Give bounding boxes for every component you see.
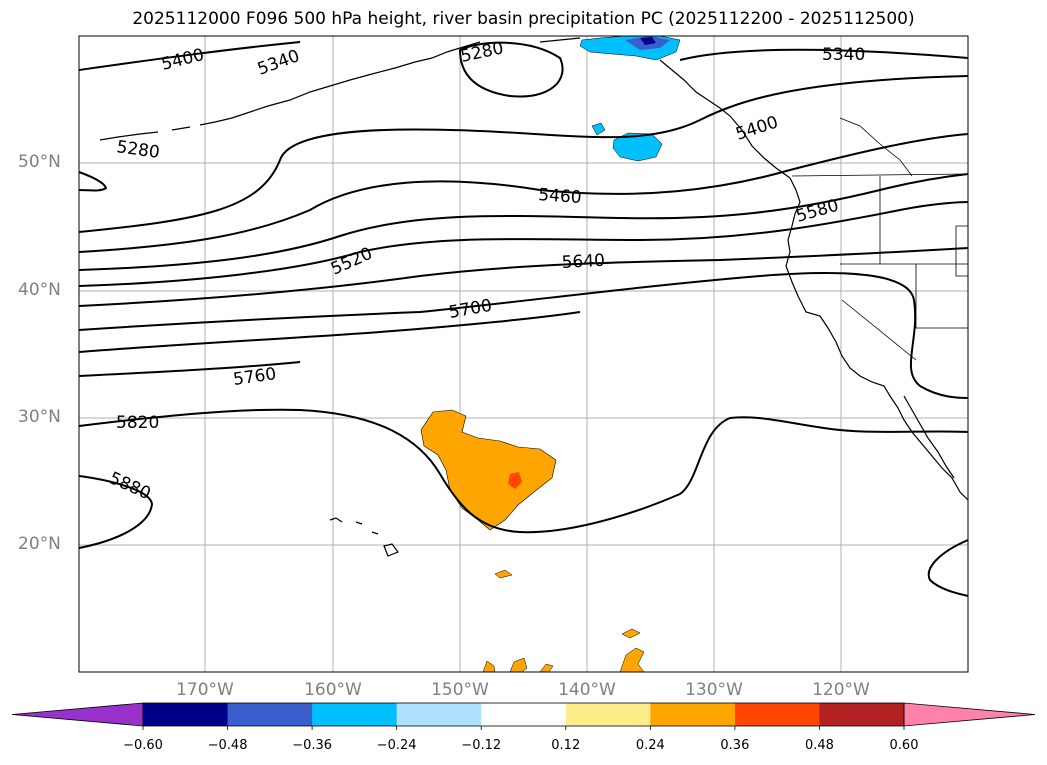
figure-title: 2025112000 F096 500 hPa height, river ba… [132, 9, 915, 29]
contour-5400-cross [78, 75, 969, 233]
lon-label-140w: 140°W [558, 680, 616, 700]
contour-label: 5280 [115, 137, 161, 163]
contour-5400-west [78, 41, 301, 71]
contour-label: 5340 [255, 46, 302, 80]
contour-label: 5460 [538, 185, 583, 208]
lat-label-50n: 50°N [18, 152, 61, 172]
north-america-west-coast [785, 177, 969, 501]
contour-5580 [78, 173, 969, 271]
colorbar-cell [481, 703, 567, 726]
contour-labels: 5400 5340 5280 5340 5400 5280 5460 5580 … [106, 38, 865, 504]
colorbar-tick-label: −0.24 [376, 738, 417, 753]
contour-5760-b [78, 361, 301, 377]
colorbar-cell [396, 703, 482, 726]
alaska-panhandle-coast [659, 59, 791, 179]
contour-5280-west [78, 171, 108, 192]
colorbar-cell [312, 703, 398, 726]
contour-5760 [78, 311, 581, 353]
map-frame [78, 35, 969, 673]
coastlines [99, 37, 969, 557]
colorbar-cell [143, 703, 229, 726]
colorbar-cell [734, 703, 820, 726]
contour-label: 5700 [447, 296, 493, 323]
precip-negative-island [591, 122, 606, 136]
colorbar-cell [227, 703, 313, 726]
colorbar-tick-label: −0.60 [123, 738, 163, 753]
graticule [79, 36, 968, 672]
hawaii-islands [329, 517, 399, 557]
contour-5880 [78, 475, 154, 549]
lon-label-120w: 120°W [812, 680, 870, 700]
contour-label: 5760 [232, 364, 278, 390]
contour-5700 [78, 272, 969, 399]
lat-label-40n: 40°N [18, 280, 61, 300]
political-borders [791, 117, 969, 361]
colorbar-tick-label: 0.36 [720, 738, 750, 753]
contour-label: 5400 [159, 45, 206, 75]
precip-south-4 [482, 660, 496, 673]
contour-label: 5340 [822, 45, 865, 65]
lon-label-170w: 170°W [176, 680, 234, 700]
alaska-aleutian-coast [99, 37, 581, 141]
precip-positive-region [420, 409, 557, 531]
precip-south-6 [539, 663, 554, 673]
colorbar-tick-label: −0.48 [207, 738, 248, 753]
contour-5460 [78, 133, 969, 253]
height-contours [78, 41, 969, 597]
contour-5820 [78, 408, 969, 534]
colorbar-cell [819, 703, 905, 726]
contour-5520 [78, 201, 969, 287]
colorbar-outline [142, 702, 905, 727]
precip-strong-region [508, 472, 522, 489]
lat-label-30n: 30°N [18, 407, 61, 427]
colorbar-tick-label: 0.12 [551, 738, 581, 753]
colorbar-cell [650, 703, 736, 726]
contour-label: 5640 [561, 251, 605, 273]
contour-5340-ne [679, 48, 969, 61]
colorbar-cell [565, 703, 651, 726]
precip-south-2 [621, 628, 641, 639]
contour-label: 5880 [106, 468, 154, 504]
lon-label-150w: 150°W [431, 680, 489, 700]
lon-label-130w: 130°W [685, 680, 743, 700]
contour-5280-closed [458, 41, 564, 98]
map-panel: 5400 5340 5280 5340 5400 5280 5460 5580 … [78, 35, 969, 673]
colorbar-tick-label: −0.36 [292, 738, 333, 753]
precip-south-1 [494, 569, 513, 579]
precip-negative-core [640, 37, 656, 45]
colorbar-tick-label: 0.24 [635, 738, 665, 753]
contour-5880-east [927, 539, 969, 597]
contour-5640 [78, 247, 969, 307]
colorbar [11, 702, 1036, 730]
colorbar-extend-high [903, 702, 1036, 727]
contour-label: 5280 [459, 38, 505, 67]
colorbar-tick-label: 0.48 [804, 738, 834, 753]
contour-label: 5820 [116, 413, 159, 433]
precip-south-5 [509, 657, 528, 673]
colorbar-extend-low [11, 702, 144, 727]
contour-label: 5400 [733, 112, 780, 144]
precip-south-3 [619, 647, 645, 673]
contour-label: 5520 [328, 244, 376, 280]
colorbar-tick-label: 0.60 [889, 738, 919, 753]
baja-coast [903, 395, 955, 479]
lat-label-20n: 20°N [18, 534, 61, 554]
lon-label-160w: 160°W [304, 680, 362, 700]
precip-negative-oval [612, 132, 663, 162]
colorbar-tick-label: −0.12 [461, 738, 502, 753]
precip-shading [420, 35, 681, 673]
